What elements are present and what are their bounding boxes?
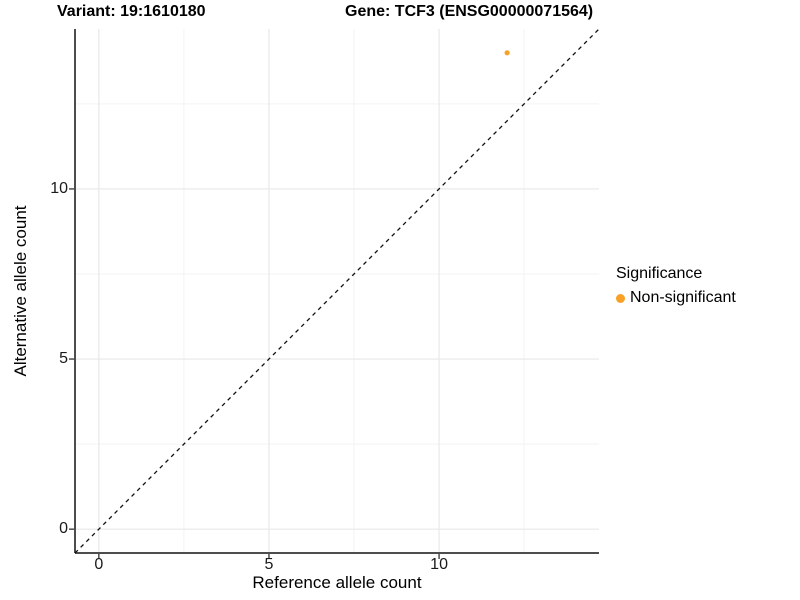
- point-key-icon: [616, 293, 625, 303]
- variant-title: Variant: 19:1610180: [57, 3, 206, 20]
- x-tick-label: 10: [430, 556, 448, 573]
- legend-item-label: Non-significant: [630, 289, 736, 306]
- y-tick-label: 0: [59, 520, 68, 538]
- x-tick-label: 0: [94, 556, 104, 573]
- data-point: [504, 50, 510, 56]
- x-tick-label: 5: [264, 556, 274, 573]
- x-axis-title: Reference allele count: [252, 573, 422, 592]
- legend: Significance Non-significant: [616, 265, 736, 307]
- y-axis-title: Alternative allele count: [11, 205, 30, 377]
- legend-title: Significance: [616, 265, 703, 282]
- gene-title: Gene: TCF3 (ENSG00000071564): [345, 3, 594, 20]
- y-tick-label: 10: [50, 179, 68, 197]
- scatter-plot-canvas: [69, 28, 600, 559]
- y-tick-label: 5: [59, 350, 68, 368]
- legend-item: Non-significant: [616, 289, 736, 307]
- identity-dashed-line: [74, 28, 600, 554]
- plot-panel: [69, 28, 600, 559]
